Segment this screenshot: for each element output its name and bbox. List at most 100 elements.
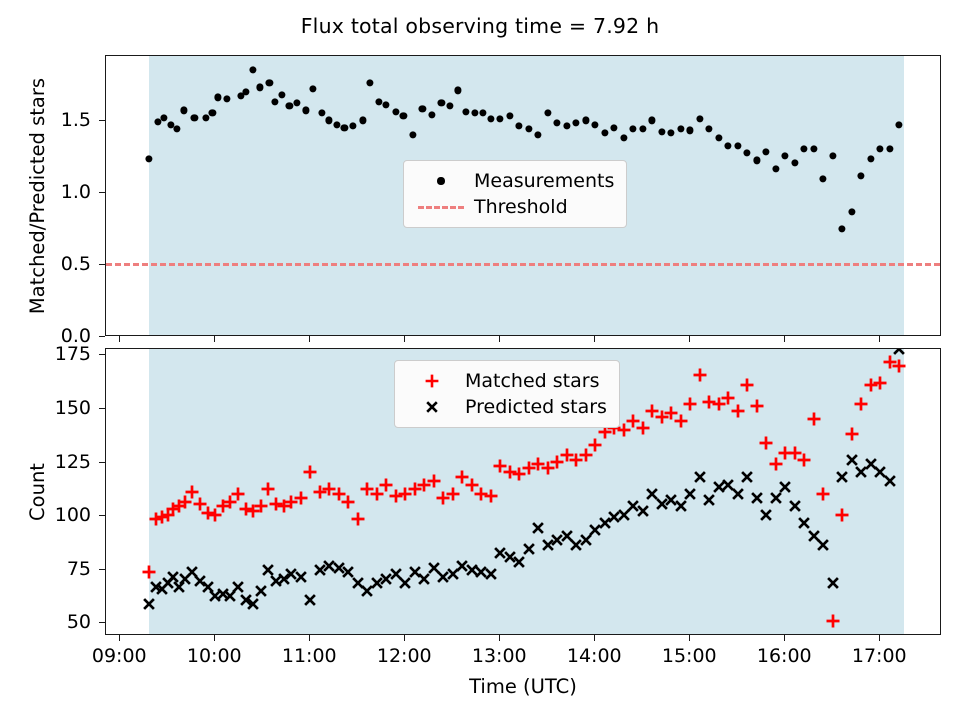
data-point-matched-star (269, 497, 284, 512)
data-point-measurement (471, 109, 479, 117)
data-point-measurement (278, 91, 286, 99)
data-point-measurement (515, 122, 523, 130)
data-point-measurement (399, 112, 407, 120)
data-point-matched-star (445, 486, 460, 501)
data-point-measurement (271, 98, 279, 106)
data-point-matched-star (588, 437, 603, 452)
data-point-predicted-star (749, 490, 764, 505)
x-axis-tick-mark (689, 635, 691, 641)
data-point-predicted-star (436, 569, 451, 584)
x-axis-tick-mark (404, 635, 406, 641)
data-point-predicted-star (483, 567, 498, 582)
data-point-predicted-star (246, 597, 261, 612)
data-point-predicted-star (502, 550, 517, 565)
data-point-matched-star (730, 403, 745, 418)
legend-label-predicted-stars: Predicted stars (465, 396, 607, 418)
data-point-measurement (753, 156, 761, 165)
data-point-predicted-star (863, 456, 878, 471)
data-point-predicted-star (388, 567, 403, 582)
data-point-matched-star (312, 484, 327, 499)
data-point-measurement (848, 208, 856, 216)
data-point-predicted-star (407, 565, 422, 580)
y-axis-tick-mark (99, 407, 105, 409)
x-axis-tick-label: 16:00 (756, 645, 812, 667)
data-point-measurement (867, 155, 875, 163)
data-point-matched-star (436, 490, 451, 505)
data-point-measurement (392, 108, 400, 116)
y-axis-tick-mark (99, 336, 105, 337)
data-point-matched-star (797, 452, 812, 467)
data-point-measurement (658, 128, 666, 136)
data-point-matched-star (825, 614, 840, 629)
data-point-measurement (190, 113, 198, 122)
y-axis-tick-mark (99, 461, 105, 463)
data-point-matched-star (882, 354, 897, 369)
y-axis-tick-mark (99, 515, 105, 517)
data-point-matched-star (231, 486, 246, 501)
data-point-measurement (318, 109, 326, 117)
data-point-measurement (857, 172, 865, 180)
data-point-predicted-star (873, 465, 888, 480)
bottom-panel-axes (105, 348, 941, 635)
data-point-predicted-star (360, 584, 375, 599)
data-point-measurement (591, 121, 599, 129)
data-point-matched-star (379, 478, 394, 493)
data-point-matched-star (293, 490, 308, 505)
data-point-matched-star (854, 397, 869, 412)
data-point-matched-star (149, 512, 164, 527)
data-point-predicted-star (607, 510, 622, 525)
data-point-predicted-star (825, 575, 840, 590)
y-axis-tick-label: 0.5 (60, 252, 91, 275)
y-axis-tick-mark (99, 622, 105, 624)
data-point-measurement (237, 92, 245, 100)
data-point-measurement (180, 106, 188, 114)
x-axis-tick-mark (499, 635, 501, 641)
data-point-matched-star (215, 499, 230, 514)
data-point-matched-star (521, 461, 536, 476)
data-point-matched-star (664, 405, 679, 420)
data-point-matched-star (512, 467, 527, 482)
data-point-matched-star (360, 482, 375, 497)
data-point-matched-star (141, 565, 156, 580)
threshold-line-icon (414, 205, 468, 209)
data-point-measurement (214, 93, 222, 102)
data-point-predicted-star (816, 537, 831, 552)
legend-label-measurements: Measurements (474, 170, 615, 192)
data-point-matched-star (238, 501, 253, 516)
data-point-matched-star (322, 482, 337, 497)
data-point-matched-star (193, 497, 208, 512)
y-axis-tick-mark (99, 191, 105, 193)
data-point-matched-star (464, 478, 479, 493)
data-point-measurement (309, 85, 317, 93)
data-point-measurement (677, 125, 685, 133)
y-axis-tick-mark (99, 263, 105, 265)
data-point-predicted-star (398, 575, 413, 590)
data-point-matched-star (626, 414, 641, 429)
data-point-matched-star (759, 435, 774, 450)
legend-label-matched-stars: Matched stars (465, 370, 600, 392)
y-axis-tick-mark (99, 119, 105, 121)
data-point-predicted-star (778, 480, 793, 495)
data-point-measurement (639, 125, 647, 133)
data-point-predicted-star (654, 497, 669, 512)
x-axis-tick-mark (689, 336, 691, 342)
data-point-measurement (154, 118, 162, 126)
data-point-measurement (301, 106, 310, 114)
data-point-predicted-star (172, 580, 187, 595)
data-point-measurement (506, 112, 514, 120)
data-point-matched-star (276, 499, 291, 514)
data-point-predicted-star (835, 469, 850, 484)
data-point-predicted-star (350, 575, 365, 590)
data-point-matched-star (341, 495, 356, 510)
data-point-measurement (667, 129, 675, 137)
data-point-matched-star (540, 461, 555, 476)
x-axis-tick-mark (594, 635, 596, 641)
data-point-predicted-star (293, 569, 308, 584)
data-point-measurement (553, 119, 561, 127)
y-axis-tick-label: 125 (54, 450, 91, 473)
data-point-predicted-star (797, 516, 812, 531)
data-point-predicted-star (844, 452, 859, 467)
x-axis-tick-mark (119, 635, 121, 641)
data-point-measurement (648, 116, 656, 124)
data-point-measurement (325, 116, 333, 124)
